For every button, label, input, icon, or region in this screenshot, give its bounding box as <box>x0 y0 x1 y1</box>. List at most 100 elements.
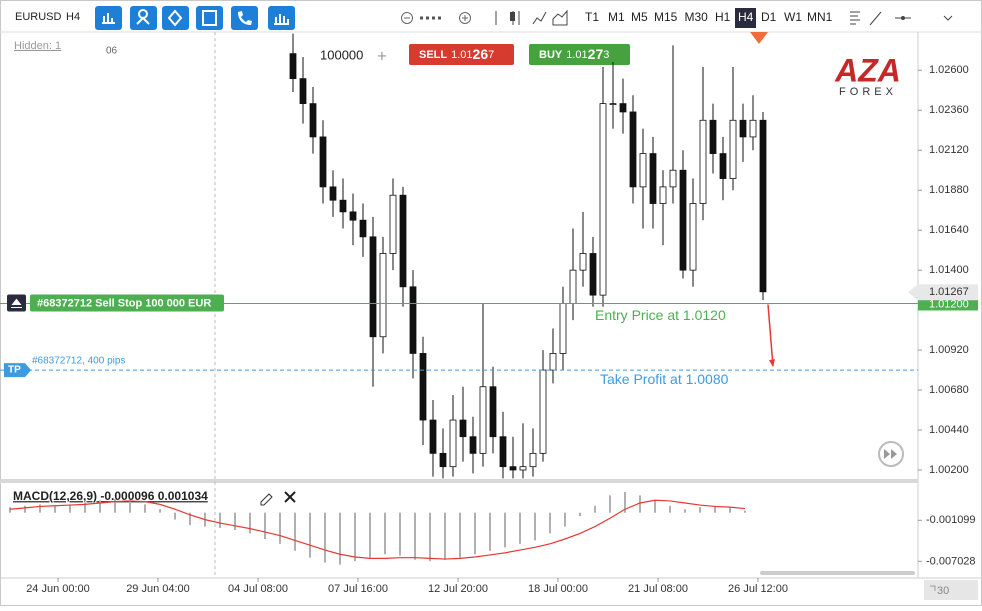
scrollbar[interactable] <box>760 571 915 575</box>
symbol[interactable]: EURUSD <box>15 11 62 23</box>
icon-text[interactable] <box>850 11 860 25</box>
timeframe[interactable]: D1 <box>761 10 777 24</box>
price-part[interactable]: 27 <box>588 46 604 62</box>
zoom-controls <box>401 9 568 26</box>
button-objects[interactable] <box>162 6 189 30</box>
macd-bar <box>309 512 311 558</box>
zoom-value[interactable]: 30 <box>937 585 949 597</box>
macd-bar <box>534 512 536 541</box>
macd-bar <box>354 512 356 562</box>
icon <box>238 11 252 25</box>
timeframe[interactable]: W1 <box>784 10 802 24</box>
macd-bar <box>699 507 701 513</box>
order-label-box[interactable] <box>30 294 224 312</box>
zoom-in[interactable] <box>459 12 471 24</box>
macd-bar <box>219 512 221 528</box>
macd-title[interactable]: MACD(12,26,9) -0.000096 0.001034 <box>13 489 208 503</box>
button-phone[interactable] <box>231 6 258 30</box>
y-tick-label: 1.02360 <box>929 104 969 116</box>
icon-candles[interactable] <box>510 12 515 21</box>
price-part[interactable]: 26 <box>473 46 489 62</box>
candle-body <box>609 103 617 106</box>
icon <box>102 13 115 24</box>
price-part[interactable]: 1.01 <box>451 49 472 61</box>
volume[interactable]: 100000 <box>320 47 363 62</box>
candle-body <box>549 353 557 371</box>
macd-bar <box>84 502 86 513</box>
y-tick-label: 1.00200 <box>929 464 969 476</box>
candle-body <box>309 103 317 138</box>
sell-label[interactable]: SELL 1.01267 <box>419 46 494 62</box>
y-tick-label: 1.01640 <box>929 224 969 236</box>
buy-label[interactable]: BUY 1.01273 <box>539 46 609 62</box>
icon <box>884 449 897 459</box>
macd-bar <box>294 512 296 551</box>
candle-body <box>539 369 547 454</box>
x-tick-label: 26 Jul 12:00 <box>728 583 788 595</box>
icon-line[interactable] <box>532 11 547 25</box>
price-part[interactable]: BUY <box>539 49 563 61</box>
macd-bar <box>594 505 596 513</box>
candle-body <box>739 119 747 138</box>
remove-indicator[interactable] <box>284 491 296 503</box>
price-part[interactable]: 1.01 <box>566 49 587 61</box>
macd-bar <box>324 512 326 563</box>
macd-bar <box>459 512 461 558</box>
tp-label: #68372712, 400 pips <box>32 356 125 367</box>
macd-bar <box>69 504 71 513</box>
y-tick-label: 1.00440 <box>929 424 969 436</box>
timeframe[interactable]: M1 <box>608 10 625 24</box>
y-tick-label: 1.01400 <box>929 264 969 276</box>
icon-area[interactable] <box>552 9 568 26</box>
macd-bar <box>714 505 716 513</box>
macd-bar <box>624 491 626 513</box>
x-tick-label: 12 Jul 20:00 <box>428 583 488 595</box>
zoom-box[interactable] <box>924 580 978 600</box>
icon <box>930 585 936 591</box>
period[interactable]: H4 <box>66 11 80 23</box>
x-tick-label: 29 Jun 04:00 <box>126 583 190 595</box>
timeframe[interactable]: H4 <box>738 10 754 24</box>
button-indicators[interactable] <box>268 6 295 30</box>
candle-body <box>659 186 667 204</box>
icon-more[interactable] <box>943 15 953 21</box>
x-tick-label: 24 Jun 00:00 <box>26 583 90 595</box>
panel-separator <box>0 479 918 483</box>
icon <box>11 298 22 308</box>
current-price-label: 1.01267 <box>929 286 969 298</box>
timeframe[interactable]: MN1 <box>807 10 833 24</box>
buy-button[interactable] <box>529 44 630 65</box>
candle-body <box>499 436 507 468</box>
tp-badge-box[interactable] <box>4 363 31 378</box>
price-part[interactable]: 7 <box>488 49 494 61</box>
macd-bar <box>129 500 131 513</box>
macd-bar <box>729 507 731 513</box>
timeframe[interactable]: H1 <box>715 10 731 24</box>
sell-button[interactable] <box>409 44 514 65</box>
candle-body <box>349 211 357 221</box>
zoom-out[interactable] <box>401 12 413 24</box>
price-part[interactable]: SELL <box>419 49 447 61</box>
timeframe[interactable]: M5 <box>631 10 648 24</box>
timeframe[interactable]: M30 <box>685 10 709 24</box>
candle-body <box>299 78 307 105</box>
y-tick-label: -0.007028 <box>926 555 976 567</box>
icon-trendline[interactable] <box>869 11 882 26</box>
candle-body <box>379 253 387 338</box>
timeframe[interactable]: M15 <box>654 10 678 24</box>
edit-indicator[interactable] <box>260 493 273 506</box>
hidden-objects[interactable]: Hidden: 1 <box>14 40 61 52</box>
macd-bar <box>429 512 431 562</box>
volume-plus[interactable]: + <box>377 46 387 65</box>
candle-body <box>719 153 727 179</box>
timeframes: T1 M1 M5 M15 M30 H1 H4 D1 W1 MN1 <box>585 8 833 28</box>
icon <box>202 10 217 26</box>
price-part[interactable]: 3 <box>603 49 609 61</box>
button-template[interactable] <box>196 6 223 30</box>
entry-price-label: 1.01200 <box>929 298 969 310</box>
macd-bar <box>24 505 26 513</box>
candle-body <box>619 103 627 113</box>
icon <box>274 14 289 25</box>
timeframe[interactable]: T1 <box>585 10 599 24</box>
macd-bar <box>339 512 341 565</box>
